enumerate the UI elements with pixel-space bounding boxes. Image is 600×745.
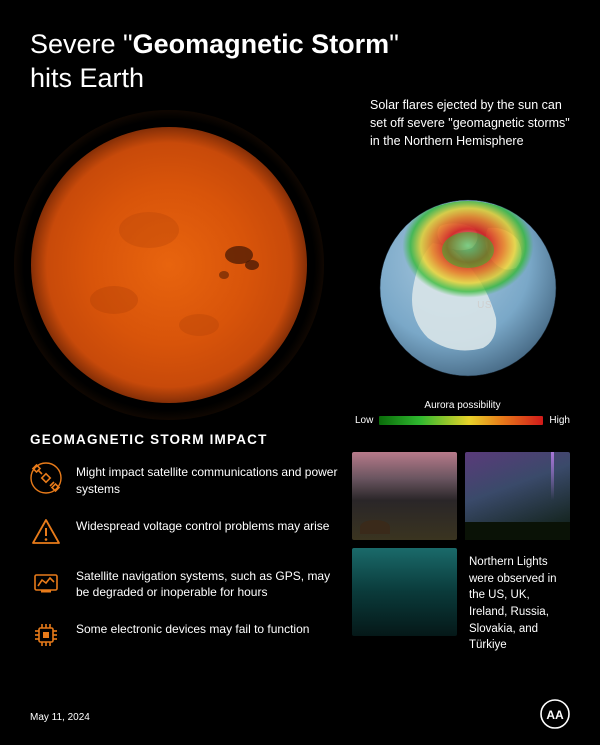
legend-high: High <box>549 415 570 426</box>
aurora-photo <box>352 452 457 540</box>
impact-text: Some electronic devices may fail to func… <box>76 619 309 638</box>
legend-low: Low <box>355 415 373 426</box>
impact-heading: GEOMAGNETIC STORM IMPACT <box>30 432 268 447</box>
title-pre: Severe " <box>30 29 133 59</box>
impact-item: Might impact satellite communications an… <box>30 462 340 498</box>
impact-list: Might impact satellite communications an… <box>30 462 340 669</box>
sun-graphic <box>14 110 324 420</box>
warning-icon <box>30 516 62 548</box>
impact-text: Satellite navigation systems, such as GP… <box>76 566 340 602</box>
photo-grid: Northern Lights were observed in the US,… <box>352 452 570 636</box>
intro-text: Solar flares ejected by the sun can set … <box>370 96 570 150</box>
publish-date: May 11, 2024 <box>30 712 90 723</box>
agency-logo: AA <box>540 699 570 729</box>
title-bold: Geomagnetic Storm <box>133 29 390 59</box>
aurora-photo <box>465 452 570 540</box>
impact-item: Some electronic devices may fail to func… <box>30 619 340 651</box>
legend-gradient <box>379 416 543 425</box>
gps-icon <box>30 566 62 598</box>
globe-label-us: US <box>477 300 492 311</box>
globe-graphic <box>378 198 558 378</box>
impact-text: Might impact satellite communications an… <box>76 462 340 498</box>
satellite-icon <box>30 462 62 494</box>
legend-title: Aurora possibility <box>355 400 570 411</box>
chip-icon <box>30 619 62 651</box>
impact-text: Widespread voltage control problems may … <box>76 516 329 535</box>
aurora-photo <box>352 548 457 636</box>
aurora-legend: Aurora possibility Low High <box>355 400 570 426</box>
impact-item: Satellite navigation systems, such as GP… <box>30 566 340 602</box>
photo-caption: Northern Lights were observed in the US,… <box>465 548 570 636</box>
page-title: Severe "Geomagnetic Storm"hits Earth <box>30 28 570 96</box>
svg-text:AA: AA <box>546 708 564 722</box>
impact-item: Widespread voltage control problems may … <box>30 516 340 548</box>
